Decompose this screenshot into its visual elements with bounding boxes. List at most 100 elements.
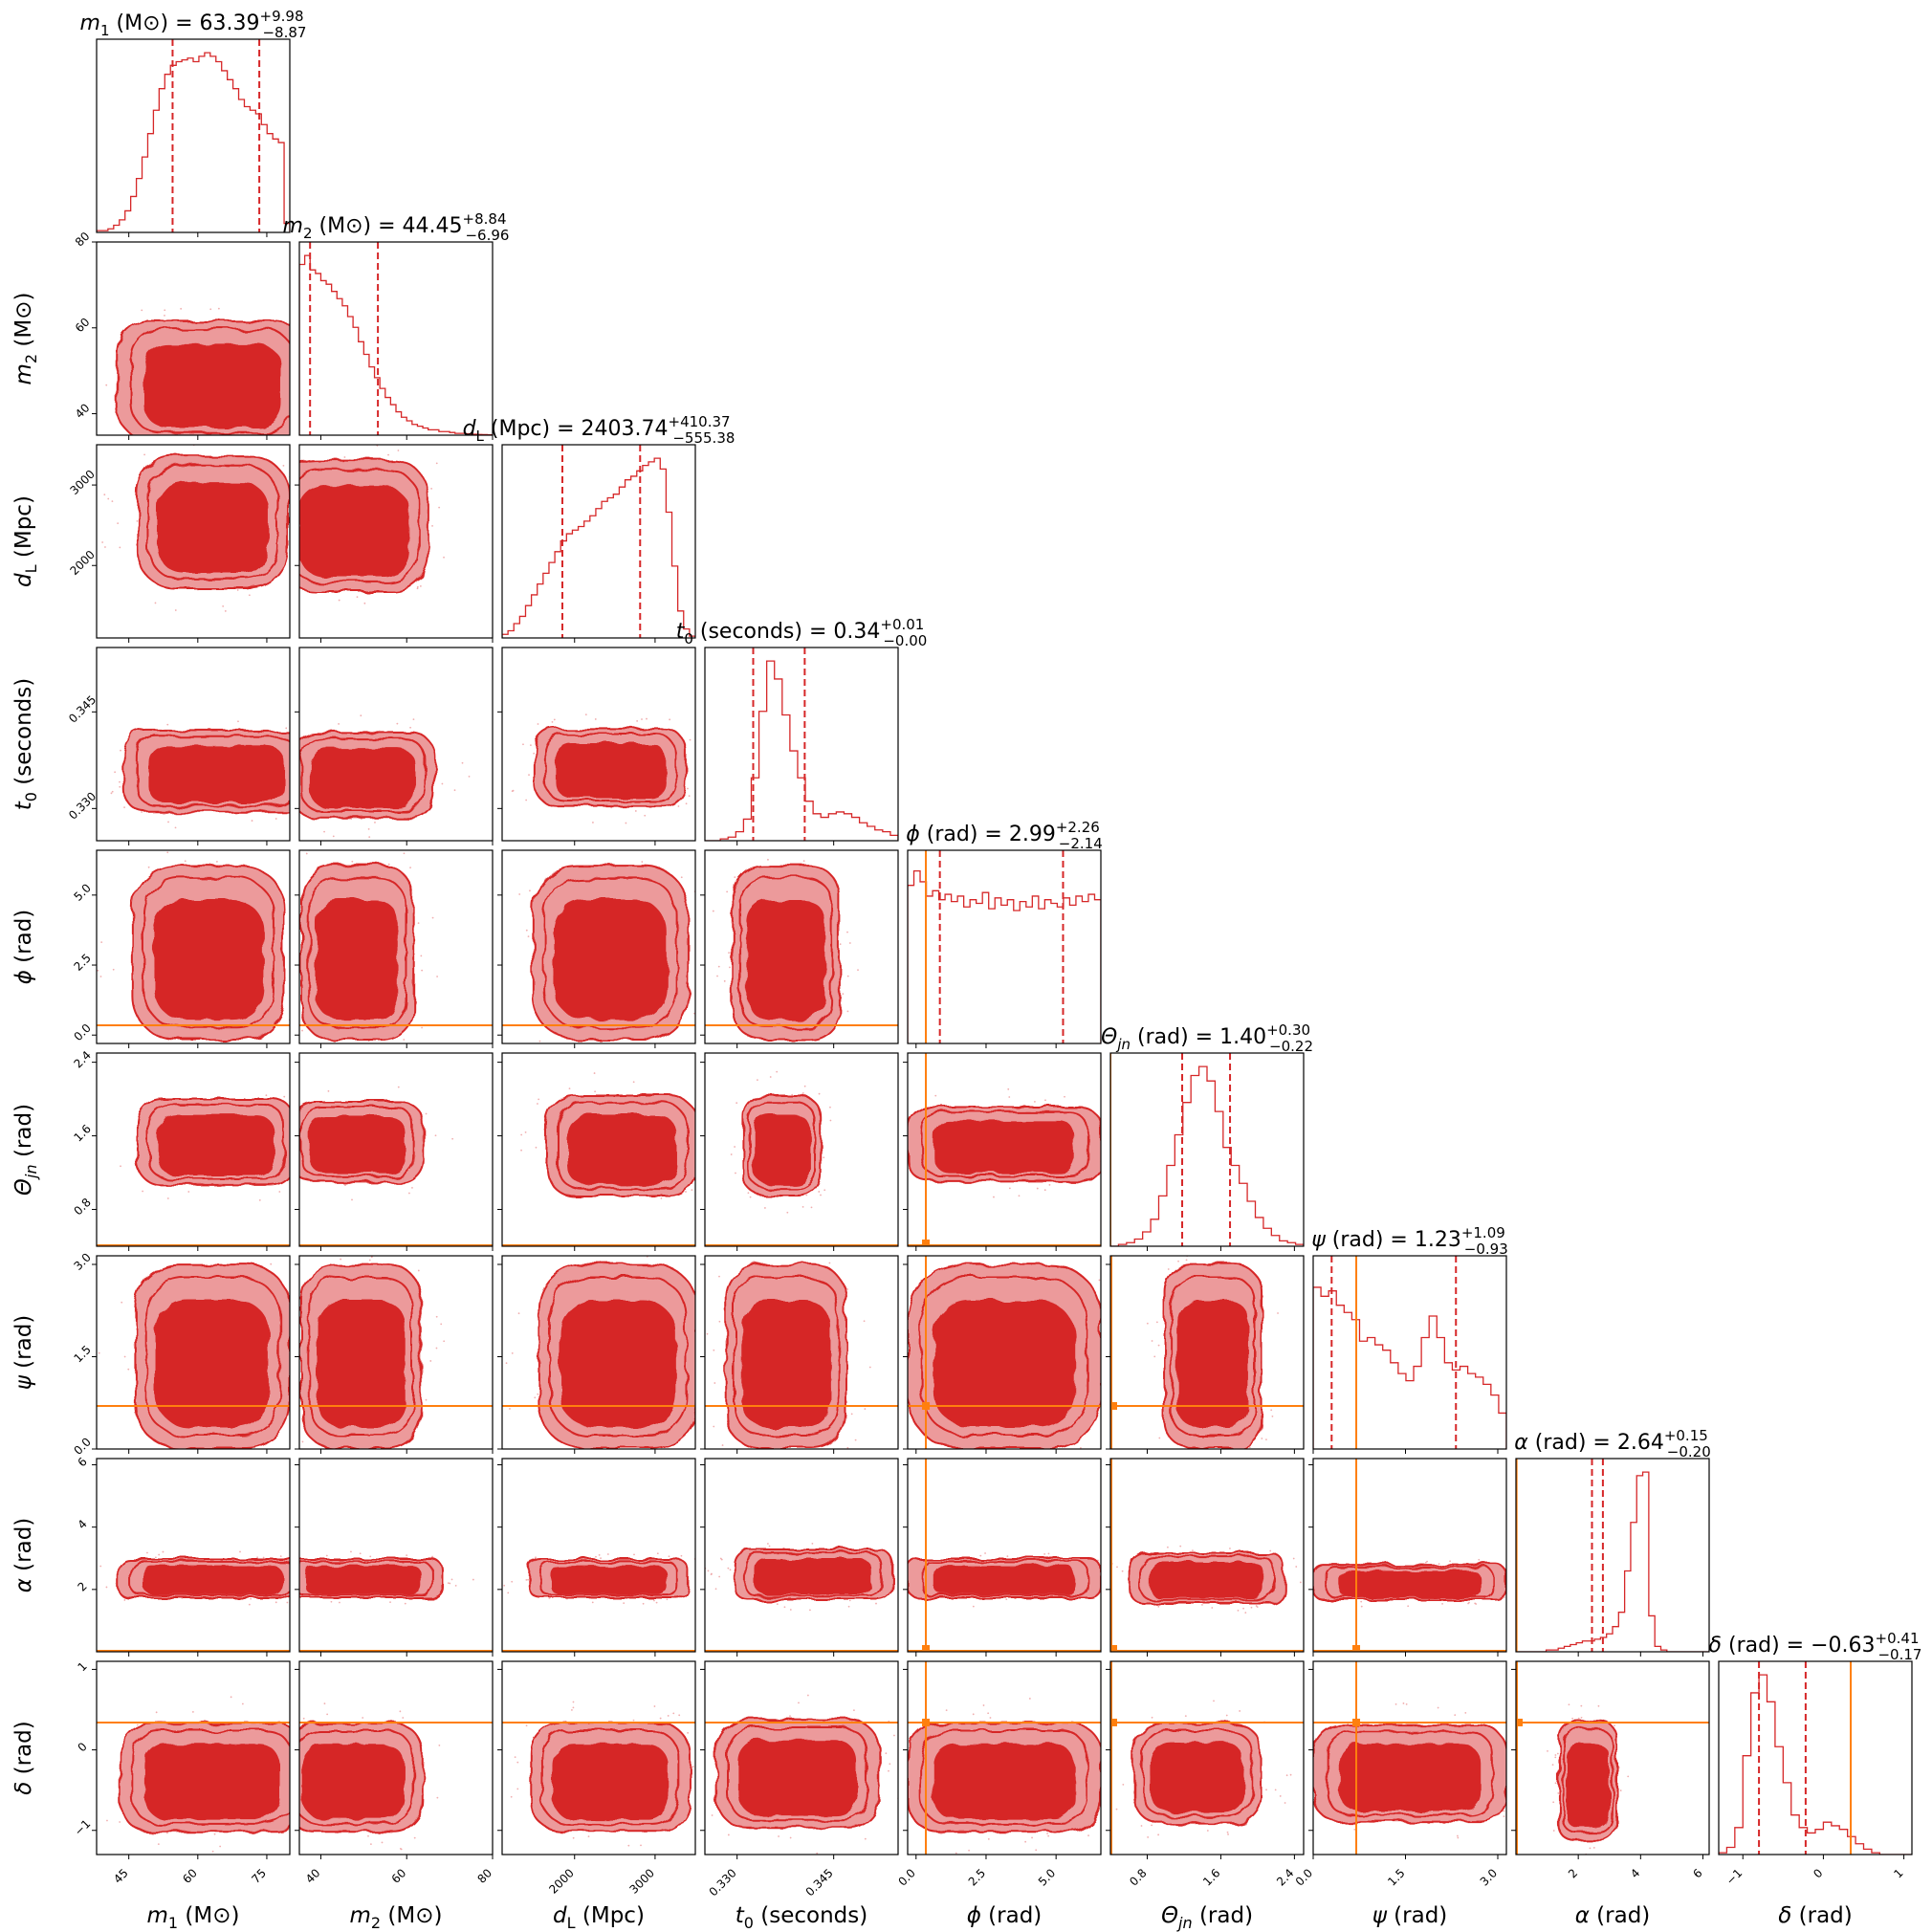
sample-point xyxy=(1006,1555,1009,1558)
contour-panel-thetajn-dL xyxy=(497,1052,696,1251)
param-subscript: 0 xyxy=(22,792,40,801)
panel-frame xyxy=(1109,1255,1305,1450)
sample-point xyxy=(438,1744,441,1746)
sample-point xyxy=(798,828,800,830)
sample-point xyxy=(776,1070,779,1073)
x-tick-label: 0.0 xyxy=(896,1866,918,1888)
sample-point xyxy=(416,585,419,588)
sample-point xyxy=(1478,1558,1481,1561)
sample-point xyxy=(434,1134,437,1137)
sample-point xyxy=(351,860,354,863)
sample-point xyxy=(1240,1473,1242,1475)
histogram-panel-m1 xyxy=(96,38,291,237)
sample-point xyxy=(823,1189,826,1192)
title-thetajn: Θjn (rad) = 1.40+0.30 −0.22 xyxy=(1101,1021,1313,1055)
sample-point xyxy=(468,775,471,778)
title-value: = 2.99 xyxy=(977,823,1055,846)
sample-point xyxy=(330,343,332,345)
sample-point xyxy=(167,1467,169,1469)
param-unit: (M⊙) xyxy=(110,11,169,35)
sample-point xyxy=(875,1140,877,1142)
contour-inner-level xyxy=(933,1566,1075,1594)
sample-point xyxy=(301,1440,304,1443)
sample-point xyxy=(1258,1251,1260,1253)
sample-point xyxy=(1225,1714,1228,1717)
sample-point xyxy=(158,1553,161,1556)
sample-point xyxy=(1276,1793,1278,1795)
sample-point xyxy=(403,1039,406,1041)
sample-point xyxy=(1008,1096,1011,1098)
panel-content xyxy=(101,445,290,612)
sample-point xyxy=(441,782,444,785)
sample-point xyxy=(1035,1849,1038,1852)
sample-point xyxy=(1503,1815,1505,1818)
param-unit: (rad) xyxy=(981,1903,1042,1928)
param-unit: (Mpc) xyxy=(11,495,36,564)
sample-point xyxy=(1457,1836,1460,1839)
sample-point xyxy=(461,761,464,764)
sample-point xyxy=(1108,1123,1109,1125)
sample-point xyxy=(187,1191,190,1193)
sample-point xyxy=(1284,1802,1286,1804)
sample-point xyxy=(595,1555,597,1558)
sample-point xyxy=(294,1762,296,1764)
sample-point xyxy=(1261,1438,1263,1439)
panel-content xyxy=(705,1694,898,1855)
sample-point xyxy=(1293,1734,1295,1736)
sample-point xyxy=(1206,1830,1209,1832)
y-axis-label-phi: ϕ (rad) xyxy=(11,910,36,985)
sample-point xyxy=(1627,1775,1630,1778)
param-subscript: L xyxy=(22,564,40,573)
sample-point xyxy=(714,1382,716,1384)
sample-point xyxy=(1554,1754,1557,1756)
sample-point xyxy=(167,821,169,823)
panel-frame xyxy=(501,444,696,639)
sample-point xyxy=(121,1301,123,1304)
sample-point xyxy=(1467,1602,1469,1605)
sample-point xyxy=(750,1465,752,1467)
sample-point xyxy=(718,1320,721,1323)
sample-point xyxy=(507,1592,510,1594)
sample-point xyxy=(695,1796,697,1798)
sample-point xyxy=(1044,1099,1046,1102)
sample-point xyxy=(888,1356,889,1358)
sample-point xyxy=(326,1713,329,1716)
sample-point xyxy=(241,1240,243,1241)
contour-panel-delta-thetajn: 0.8 1.6 2.4 xyxy=(1106,1660,1305,1889)
sample-point xyxy=(1589,1847,1592,1850)
sample-point xyxy=(695,887,697,889)
sample-point xyxy=(350,1550,352,1553)
sample-point xyxy=(1031,1836,1033,1839)
param-unit: (M⊙) xyxy=(381,1903,442,1928)
sample-point xyxy=(1008,1483,1010,1485)
sample-point xyxy=(968,1849,970,1852)
sample-point xyxy=(1098,1279,1101,1282)
sample-point xyxy=(789,1609,792,1611)
sample-point xyxy=(634,810,637,812)
sample-point xyxy=(653,1599,655,1602)
sample-point xyxy=(712,910,714,912)
param-subscript: L xyxy=(567,1914,576,1932)
panel-frame xyxy=(501,1255,696,1450)
histogram-panel-psi xyxy=(1312,1255,1507,1454)
sample-point xyxy=(403,852,406,855)
sample-point xyxy=(818,1191,821,1193)
sample-point xyxy=(1525,1591,1526,1592)
sample-point xyxy=(404,1602,406,1605)
sample-point xyxy=(301,437,303,439)
sample-point xyxy=(1237,1609,1240,1612)
contour-panel-delta-m2: 40 60 80 xyxy=(294,1660,494,1886)
param-unit: (Mpc) xyxy=(576,1903,645,1928)
contour-panel-psi-m2 xyxy=(295,1255,494,1454)
sample-point xyxy=(543,1128,546,1131)
sample-point xyxy=(274,818,277,820)
contour-inner-level xyxy=(1150,1742,1244,1813)
contour-inner-level xyxy=(148,745,285,803)
sample-point xyxy=(1185,1259,1188,1262)
contour-panel-thetajn-m2 xyxy=(295,1052,494,1251)
y-tick-label: 2000 xyxy=(67,548,97,578)
contour-inner-level xyxy=(1339,1570,1481,1597)
sample-point xyxy=(1116,1566,1118,1569)
sample-point xyxy=(547,1247,549,1249)
sample-point xyxy=(296,1580,297,1582)
